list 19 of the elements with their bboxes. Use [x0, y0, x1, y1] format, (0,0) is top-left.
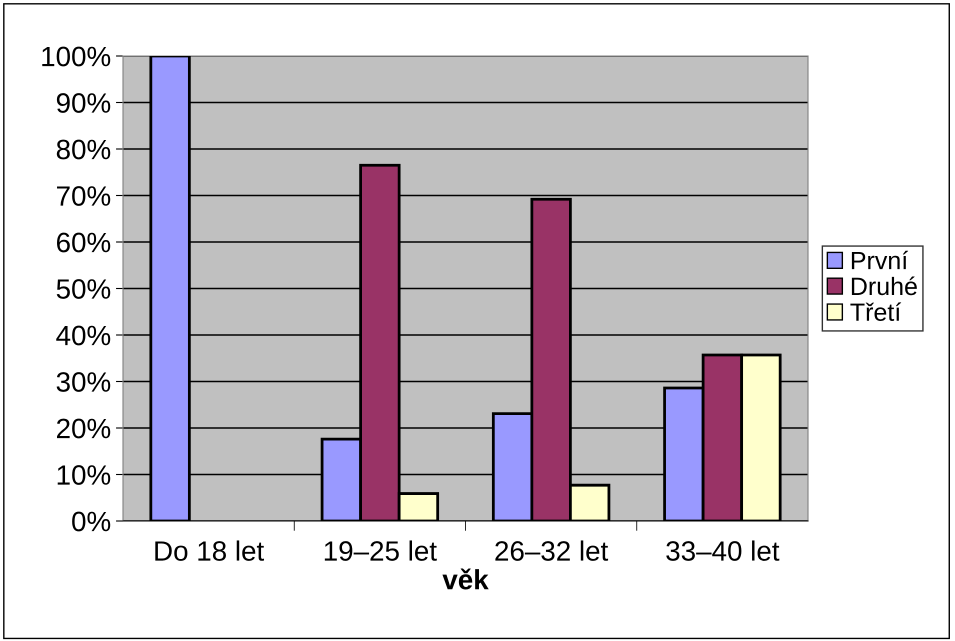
x-tick-label: 33–40 let — [666, 540, 780, 561]
y-tick-label: 100% — [42, 46, 110, 66]
y-tick-label: 90% — [56, 93, 110, 113]
x-tick-label: 19–25 let — [324, 540, 437, 561]
y-tick-label: 10% — [58, 465, 110, 485]
y-tick-label: 30% — [56, 372, 110, 392]
x-axis-title: věk — [442, 568, 489, 590]
x-tick-label: 26–32 let — [495, 540, 608, 561]
y-tick-label: 80% — [56, 140, 110, 160]
y-tick-label: 70% — [57, 186, 110, 206]
y-tick-label: 20% — [56, 418, 110, 438]
legend-label: Třetí — [850, 302, 902, 322]
legend-label: První — [852, 250, 908, 270]
y-tick-label: 50% — [56, 279, 110, 299]
x-tick-label: Do 18 let — [155, 540, 264, 561]
y-tick-label: 0% — [72, 512, 110, 532]
legend-label: Druhé — [852, 276, 917, 296]
y-tick-label: 60% — [57, 232, 110, 252]
y-tick-label: 40% — [56, 326, 110, 346]
